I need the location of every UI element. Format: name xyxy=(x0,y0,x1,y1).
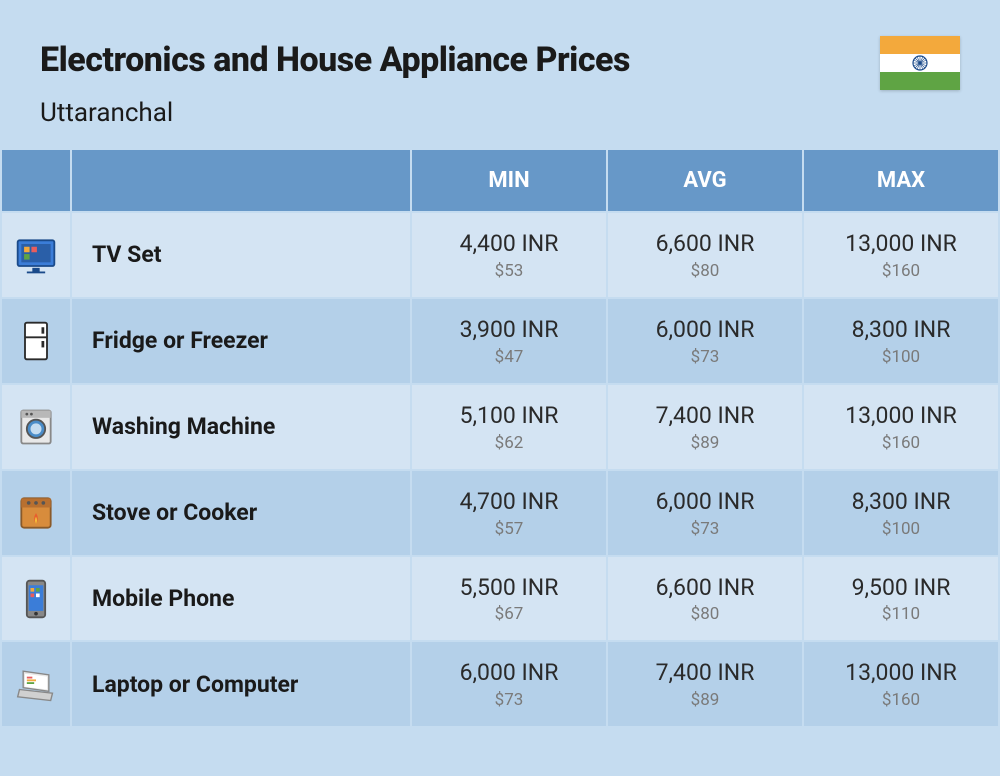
header-avg: AVG xyxy=(607,149,803,212)
row-name: Fridge or Freezer xyxy=(71,298,411,384)
price-inr: 6,000 INR xyxy=(412,658,606,688)
table-row: Laptop or Computer 6,000 INR $73 7,400 I… xyxy=(1,641,999,727)
header: Electronics and House Appliance Prices U… xyxy=(0,0,1000,148)
price-inr: 5,500 INR xyxy=(412,573,606,603)
row-max: 13,000 INR $160 xyxy=(803,212,999,298)
row-avg: 6,600 INR $80 xyxy=(607,212,803,298)
price-inr: 6,600 INR xyxy=(608,573,802,603)
price-inr: 7,400 INR xyxy=(608,658,802,688)
price-inr: 6,000 INR xyxy=(608,315,802,345)
row-max: 13,000 INR $160 xyxy=(803,384,999,470)
row-name: Mobile Phone xyxy=(71,556,411,642)
price-inr: 3,900 INR xyxy=(412,315,606,345)
row-avg: 6,000 INR $73 xyxy=(607,298,803,384)
row-max: 8,300 INR $100 xyxy=(803,470,999,556)
row-icon-cell xyxy=(1,212,71,298)
header-name-col xyxy=(71,149,411,212)
price-usd: $57 xyxy=(412,519,606,539)
row-min: 3,900 INR $47 xyxy=(411,298,607,384)
table-row: Washing Machine 5,100 INR $62 7,400 INR … xyxy=(1,384,999,470)
price-usd: $80 xyxy=(608,261,802,281)
price-usd: $80 xyxy=(608,604,802,624)
price-usd: $73 xyxy=(608,519,802,539)
price-usd: $89 xyxy=(608,690,802,710)
row-min: 4,700 INR $57 xyxy=(411,470,607,556)
row-icon-cell xyxy=(1,298,71,384)
row-min: 4,400 INR $53 xyxy=(411,212,607,298)
row-name: Washing Machine xyxy=(71,384,411,470)
table-row: Mobile Phone 5,500 INR $67 6,600 INR $80… xyxy=(1,556,999,642)
price-table: MIN AVG MAX TV Set 4,400 INR $53 6,600 I… xyxy=(0,148,1000,728)
price-inr: 4,400 INR xyxy=(412,229,606,259)
row-icon-cell xyxy=(1,556,71,642)
row-icon-cell xyxy=(1,384,71,470)
row-icon-cell xyxy=(1,641,71,727)
price-usd: $89 xyxy=(608,433,802,453)
price-inr: 8,300 INR xyxy=(804,315,998,345)
price-inr: 6,000 INR xyxy=(608,487,802,517)
price-inr: 13,000 INR xyxy=(804,401,998,431)
washer-icon xyxy=(14,405,58,449)
row-name: Laptop or Computer xyxy=(71,641,411,727)
price-inr: 8,300 INR xyxy=(804,487,998,517)
price-inr: 7,400 INR xyxy=(608,401,802,431)
phone-icon xyxy=(14,577,58,621)
price-inr: 6,600 INR xyxy=(608,229,802,259)
header-min: MIN xyxy=(411,149,607,212)
row-max: 9,500 INR $110 xyxy=(803,556,999,642)
row-min: 6,000 INR $73 xyxy=(411,641,607,727)
price-inr: 13,000 INR xyxy=(804,658,998,688)
price-inr: 4,700 INR xyxy=(412,487,606,517)
table-row: TV Set 4,400 INR $53 6,600 INR $80 13,00… xyxy=(1,212,999,298)
stove-icon xyxy=(14,491,58,535)
header-icon-col xyxy=(1,149,71,212)
row-avg: 6,000 INR $73 xyxy=(607,470,803,556)
header-max: MAX xyxy=(803,149,999,212)
price-usd: $62 xyxy=(412,433,606,453)
fridge-icon xyxy=(14,319,58,363)
price-usd: $73 xyxy=(608,347,802,367)
price-usd: $100 xyxy=(804,519,998,539)
row-min: 5,100 INR $62 xyxy=(411,384,607,470)
price-usd: $67 xyxy=(412,604,606,624)
table-header-row: MIN AVG MAX xyxy=(1,149,999,212)
row-name: TV Set xyxy=(71,212,411,298)
row-max: 13,000 INR $160 xyxy=(803,641,999,727)
price-usd: $160 xyxy=(804,261,998,281)
price-usd: $73 xyxy=(412,690,606,710)
price-usd: $100 xyxy=(804,347,998,367)
row-avg: 7,400 INR $89 xyxy=(607,641,803,727)
price-usd: $47 xyxy=(412,347,606,367)
table-row: Stove or Cooker 4,700 INR $57 6,000 INR … xyxy=(1,470,999,556)
tv-icon xyxy=(14,233,58,277)
price-usd: $110 xyxy=(804,604,998,624)
row-icon-cell xyxy=(1,470,71,556)
price-inr: 13,000 INR xyxy=(804,229,998,259)
price-inr: 5,100 INR xyxy=(412,401,606,431)
price-usd: $160 xyxy=(804,433,998,453)
price-inr: 9,500 INR xyxy=(804,573,998,603)
page-subtitle: Uttaranchal xyxy=(40,98,960,128)
row-avg: 6,600 INR $80 xyxy=(607,556,803,642)
row-avg: 7,400 INR $89 xyxy=(607,384,803,470)
page-title: Electronics and House Appliance Prices xyxy=(40,40,960,80)
price-usd: $53 xyxy=(412,261,606,281)
laptop-icon xyxy=(14,662,58,706)
table-row: Fridge or Freezer 3,900 INR $47 6,000 IN… xyxy=(1,298,999,384)
row-min: 5,500 INR $67 xyxy=(411,556,607,642)
row-name: Stove or Cooker xyxy=(71,470,411,556)
price-usd: $160 xyxy=(804,690,998,710)
india-flag-icon xyxy=(880,36,960,90)
row-max: 8,300 INR $100 xyxy=(803,298,999,384)
